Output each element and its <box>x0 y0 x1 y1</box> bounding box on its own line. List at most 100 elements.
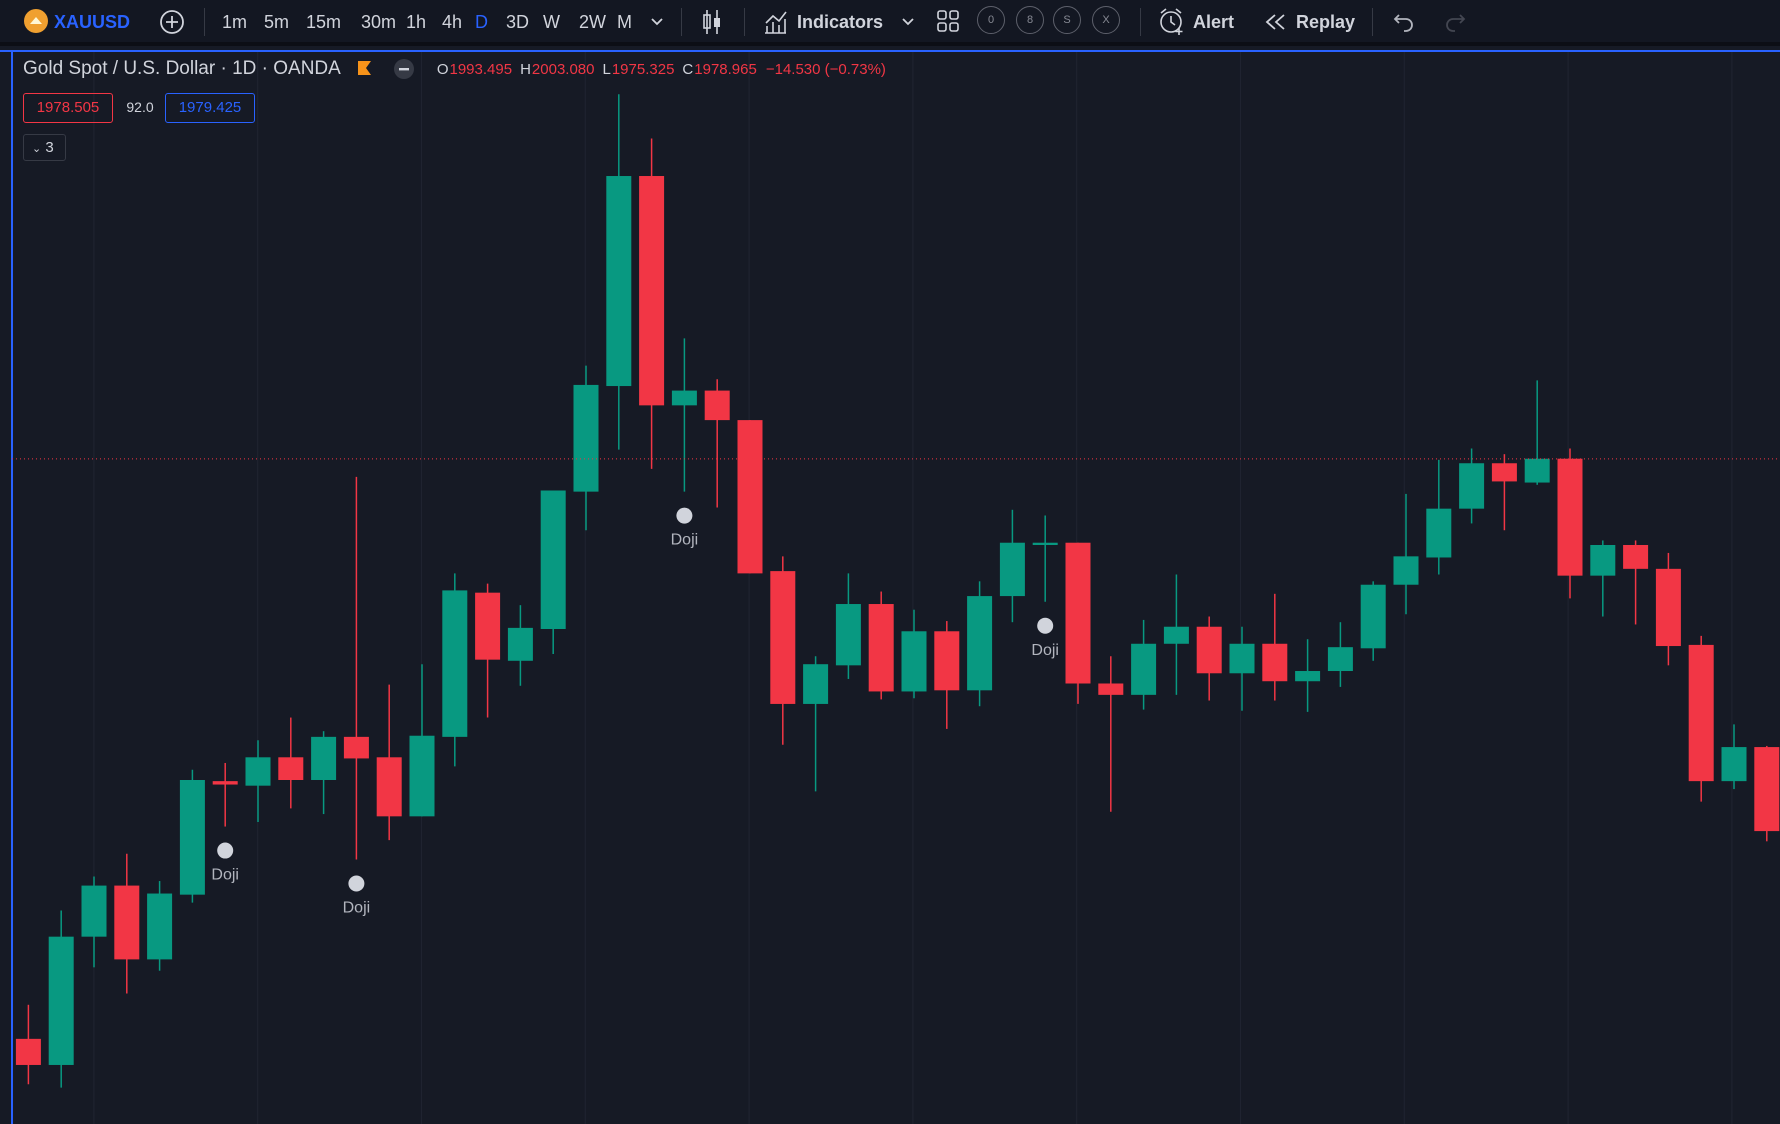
legend: Gold Spot / U.S. Dollar · 1D · OANDA O 19… <box>23 58 886 80</box>
legend-close: 1978.965 <box>694 60 757 78</box>
interval-button[interactable]: 30m <box>361 12 397 32</box>
replay-icon[interactable] <box>1264 10 1288 34</box>
candle-body <box>147 893 173 960</box>
candle-body <box>999 542 1025 597</box>
flag-icon[interactable] <box>355 59 373 79</box>
separator <box>204 8 205 36</box>
candle-body <box>1327 647 1353 672</box>
candle-body <box>1754 747 1780 832</box>
candle-body <box>409 735 435 817</box>
candle-body <box>1098 683 1124 695</box>
candle-body <box>1393 556 1419 585</box>
candle-body <box>1065 542 1091 684</box>
interval-button[interactable]: 5m <box>264 12 290 32</box>
alert-button[interactable]: Alert <box>1193 12 1235 32</box>
candle-body <box>278 757 304 781</box>
interval-dropdown[interactable] <box>648 12 666 32</box>
pattern-marker <box>676 507 693 524</box>
alert-icon[interactable] <box>1157 6 1187 36</box>
candle-body <box>1688 644 1714 782</box>
add-symbol-button[interactable] <box>158 8 186 36</box>
separator <box>1372 8 1373 36</box>
separator <box>1140 8 1141 36</box>
candle-body <box>1426 508 1452 558</box>
candle-body <box>737 420 763 574</box>
candle-body <box>376 757 402 817</box>
legend-key: L <box>602 60 611 78</box>
pattern-label: Doji <box>671 532 699 549</box>
legend-title: Gold Spot / U.S. Dollar · 1D · OANDA <box>23 58 341 79</box>
candle-body <box>1459 463 1485 509</box>
legend-open: 1993.495 <box>449 60 513 78</box>
chart-type-button[interactable] <box>700 7 724 37</box>
candle-body <box>475 592 501 660</box>
interval-button[interactable]: 4h <box>442 12 463 32</box>
candle-body <box>868 604 894 692</box>
candle-body <box>1590 544 1616 576</box>
separator <box>744 8 745 36</box>
legend-key: O <box>436 60 449 78</box>
candle-body <box>1360 584 1386 649</box>
collapse-count: 3 <box>45 139 54 156</box>
indicators-button[interactable]: Indicators <box>797 12 884 32</box>
pattern-label: Doji <box>343 899 371 916</box>
candle-body <box>245 757 271 786</box>
interval-button[interactable]: 2W <box>579 12 606 32</box>
candle-body <box>1262 643 1288 682</box>
legend-low: 1975.325 <box>611 60 675 78</box>
buy-price[interactable]: 1979.425 <box>165 93 255 123</box>
candle-body <box>442 590 468 737</box>
layout-slot[interactable]: 0 <box>977 6 1005 34</box>
undo-button[interactable] <box>1392 9 1416 33</box>
interval-button[interactable]: D <box>475 12 488 32</box>
candle-body <box>770 571 796 704</box>
pattern-marker <box>217 842 234 859</box>
candle-body <box>1131 643 1157 695</box>
candle-body <box>179 780 205 895</box>
interval-button[interactable]: 15m <box>306 12 342 32</box>
sell-price[interactable]: 1978.505 <box>23 93 113 123</box>
candle-body <box>803 664 829 704</box>
layout-slot[interactable]: X <box>1092 6 1120 34</box>
candle-body <box>573 384 599 492</box>
candle-body <box>704 390 730 421</box>
legend-key: H <box>520 60 531 78</box>
indicators-icon[interactable] <box>762 8 788 36</box>
indicators-dropdown[interactable] <box>899 12 917 32</box>
candle-body <box>1524 458 1550 483</box>
candle-body <box>901 631 927 692</box>
interval-button[interactable]: 1m <box>222 12 248 32</box>
legend-key: C <box>682 60 694 78</box>
candle-body <box>1721 747 1747 782</box>
interval-button[interactable]: W <box>543 12 560 32</box>
candle-body <box>934 631 960 691</box>
interval-button[interactable]: M <box>617 12 632 32</box>
candle-body <box>1196 626 1222 674</box>
candle-body <box>639 176 665 406</box>
candle-body <box>507 627 533 661</box>
layout-button[interactable] <box>935 8 961 34</box>
layout-slot[interactable]: S <box>1053 6 1081 34</box>
layout-slot[interactable]: 8 <box>1016 6 1044 34</box>
pattern-label: Doji <box>1031 642 1059 659</box>
candle-body <box>48 936 74 1065</box>
pattern-marker <box>1037 617 1054 634</box>
candle-body <box>606 176 632 387</box>
candle-body <box>1491 463 1517 482</box>
spread: 92.0 <box>126 99 154 115</box>
replay-button[interactable]: Replay <box>1296 12 1356 32</box>
candle-body <box>1163 626 1189 644</box>
pattern-label: Doji <box>211 867 239 884</box>
redo-button[interactable] <box>1443 9 1467 33</box>
candle-body <box>343 736 369 759</box>
candle-body <box>1295 671 1321 682</box>
interval-button[interactable]: 3D <box>506 12 530 32</box>
collapse-button[interactable]: ⌄ 3 <box>23 134 66 161</box>
candle-body <box>1032 542 1058 545</box>
symbol[interactable]: XAUUSD <box>54 12 131 32</box>
symbol-icon <box>24 9 48 33</box>
candle-body <box>1557 458 1583 576</box>
interval-button[interactable]: 1h <box>406 12 427 32</box>
hide-button[interactable] <box>393 58 415 80</box>
